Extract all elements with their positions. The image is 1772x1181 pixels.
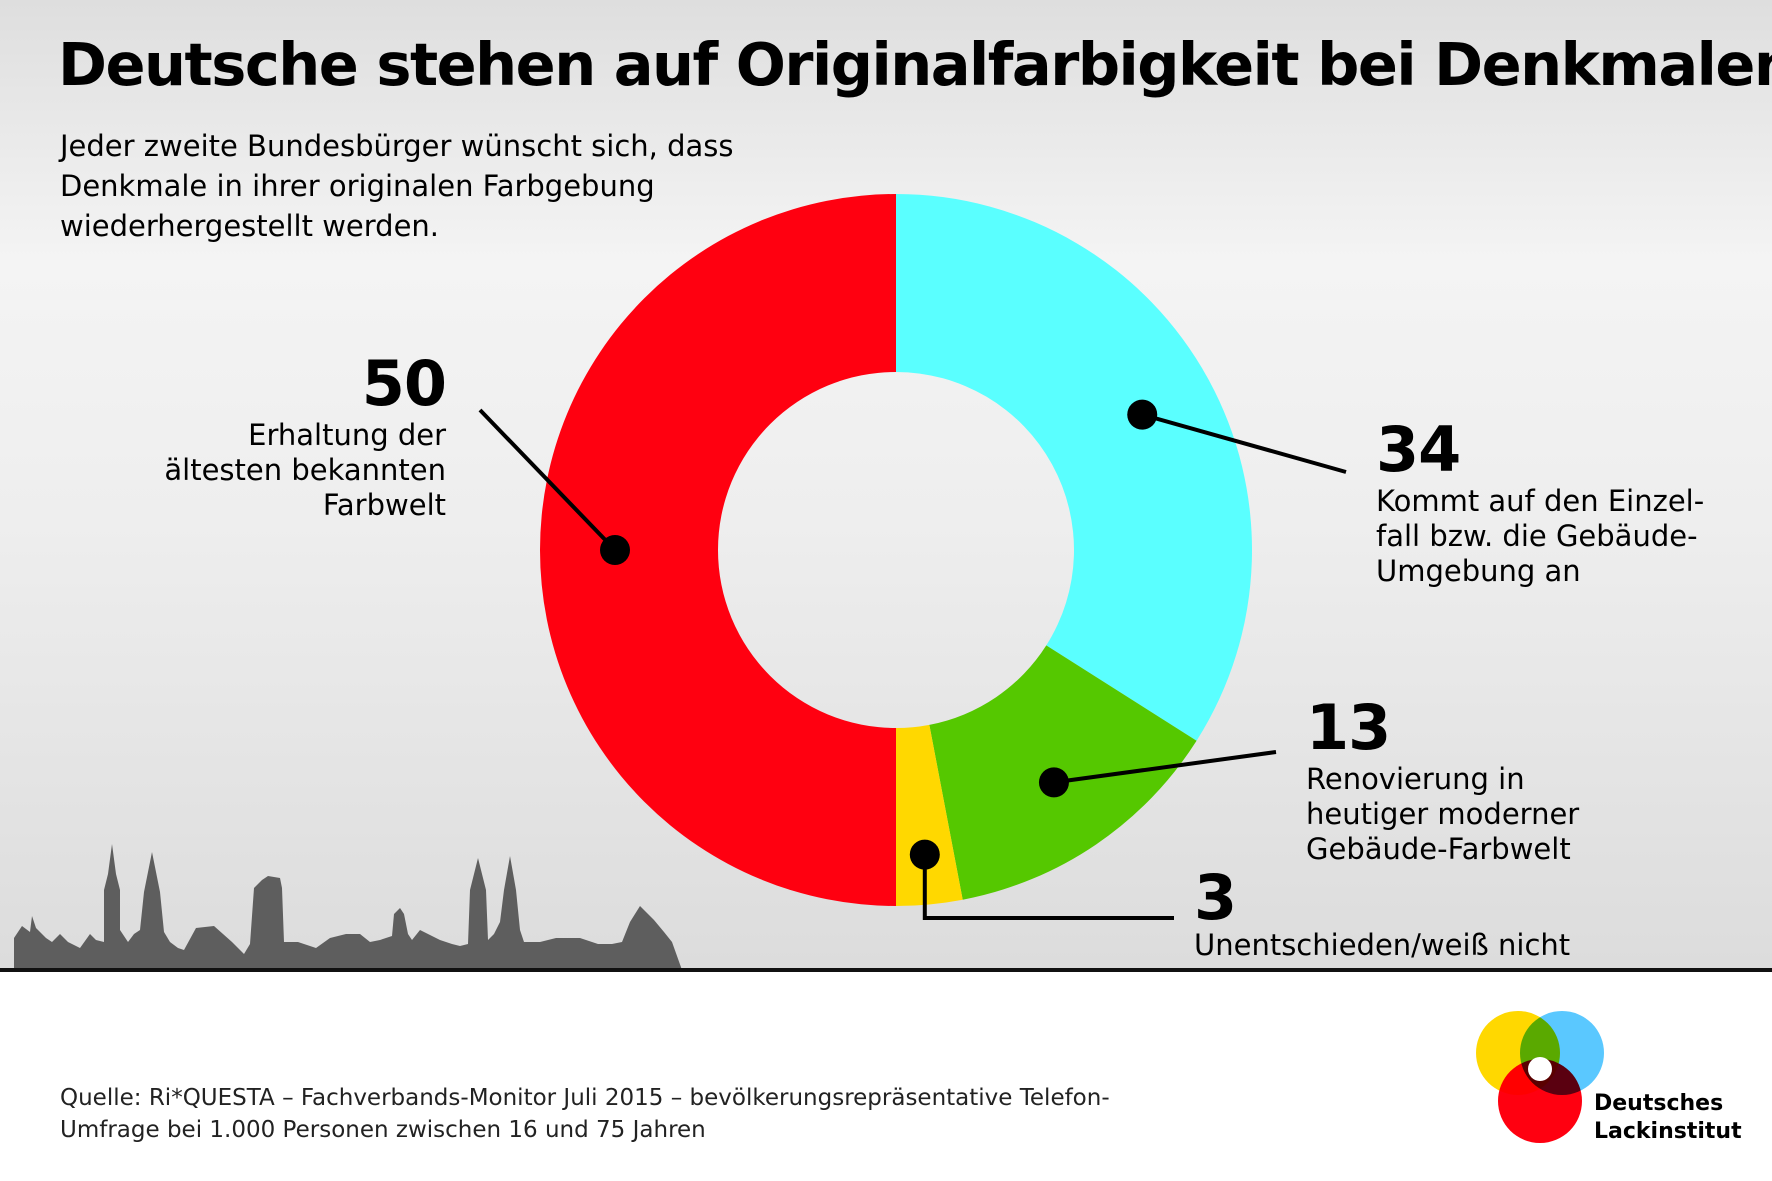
city-skyline-silhouette: [14, 844, 682, 970]
chart-subtitle: Jeder zweite Bundesbürger wünscht sich, …: [60, 129, 734, 243]
value-label-original-colors: 50: [361, 347, 447, 420]
logo-wordmark: Deutsches Lackinstitut: [1594, 1090, 1742, 1146]
leader-dot-original-colors: [600, 535, 630, 565]
baseline-divider: [0, 968, 1772, 972]
logo-line-2: Lackinstitut: [1594, 1119, 1742, 1144]
leader-dot-case-by-case: [1127, 399, 1158, 430]
category-label-case-by-case: Kommt auf den Einzel- fall bzw. die Gebä…: [1376, 484, 1705, 588]
leader-dot-undecided: [909, 839, 940, 870]
logo-center-highlight: [1528, 1057, 1552, 1081]
chart-title: Deutsche stehen auf Originalfarbigkeit b…: [58, 30, 1772, 99]
source-note: Quelle: Ri*QUESTA – Fachverbands-Monitor…: [60, 1085, 1110, 1143]
leader-line-undecided: [922, 854, 1174, 920]
value-label-undecided: 3: [1194, 861, 1237, 934]
donut-chart: [478, 194, 1347, 920]
leader-dot-modern-renovation: [1038, 767, 1069, 798]
leader-line-original-colors: [478, 408, 617, 552]
category-label-modern-renovation: Renovierung in heutiger moderner Gebäude…: [1306, 762, 1580, 866]
value-label-case-by-case: 34: [1376, 413, 1461, 486]
slice-original-colors: [540, 194, 896, 906]
slice-case-by-case: [896, 194, 1252, 741]
leader-line-case-by-case: [1141, 412, 1347, 474]
value-label-modern-renovation: 13: [1306, 691, 1391, 764]
category-label-undecided: Unentschieden/weiß nicht: [1194, 928, 1571, 962]
logo-line-1: Deutsches: [1594, 1091, 1724, 1116]
category-label-original-colors: Erhaltung der ältesten bekannten Farbwel…: [164, 418, 446, 522]
lackinstitut-logo: [1476, 1011, 1604, 1143]
leader-line-modern-renovation: [1053, 750, 1277, 785]
logo-red-circle: [1498, 1059, 1582, 1143]
